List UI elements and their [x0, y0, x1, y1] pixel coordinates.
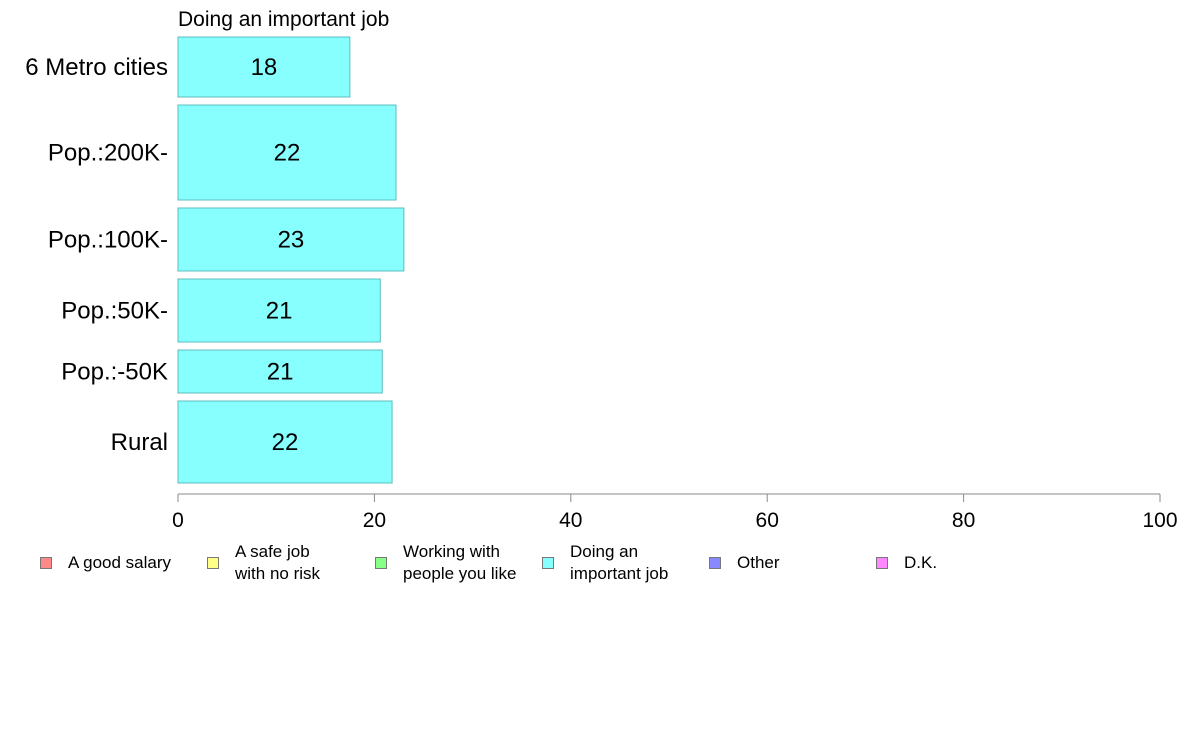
- x-tick-label: 40: [559, 509, 582, 532]
- bar-4: [177, 349, 383, 394]
- legend-swatch: [542, 557, 554, 569]
- x-tick-label: 60: [756, 509, 779, 532]
- category-label: Rural: [111, 429, 168, 456]
- category-label: Pop.:50K-: [61, 298, 168, 325]
- bar-value-label: 21: [266, 298, 293, 325]
- legend-label: A safe job with no risk: [235, 542, 321, 583]
- x-tick-label: 80: [952, 509, 975, 532]
- category-label: 6 Metro cities: [25, 54, 168, 81]
- bar-2: [177, 207, 405, 272]
- legend-swatch: [876, 557, 888, 569]
- x-axis: 0 20 40 60 80 100: [172, 493, 1178, 532]
- bar-value-label: 21: [267, 359, 294, 386]
- legend-label: Doing an important job: [570, 542, 669, 583]
- bar-value-label: 18: [251, 54, 278, 81]
- bar-0: [177, 36, 351, 98]
- legend-swatch: [207, 557, 219, 569]
- x-tick-label: 100: [1142, 509, 1177, 532]
- bar-value-label: 22: [272, 429, 299, 456]
- legend-label: D.K.: [904, 553, 938, 572]
- legend-label: Working with people you like: [403, 542, 517, 583]
- legend-label: Other: [737, 553, 780, 572]
- legend-item: A safe job with no risk: [207, 540, 320, 586]
- chart-title: Doing an important job: [178, 8, 389, 31]
- legend-swatch: [40, 557, 52, 569]
- legend-swatch: [375, 557, 387, 569]
- category-label: Pop.:-50K: [61, 359, 168, 386]
- bar-value-label: 23: [278, 227, 305, 254]
- legend-item: Doing an important job: [542, 540, 668, 586]
- bar-5: [177, 400, 393, 484]
- bar-chart: Doing an important job 18 6 Metro cities 2…: [25, 8, 1178, 532]
- legend-item: Other: [709, 540, 780, 586]
- legend-swatch: [709, 557, 721, 569]
- legend-item: Working with people you like: [375, 540, 516, 586]
- legend-item: D.K.: [876, 540, 937, 586]
- legend-item: A good salary: [40, 540, 171, 586]
- x-tick-label: 20: [363, 509, 386, 532]
- legend: A good salary A safe job with no risk Work…: [0, 540, 1188, 600]
- bar-1: [177, 104, 397, 201]
- category-label: Pop.:100K-: [48, 227, 168, 254]
- x-tick-label: 0: [172, 509, 184, 532]
- category-label: Pop.:200K-: [48, 140, 168, 167]
- bars-layer: 18 6 Metro cities 22 Pop.:200K- 23 Pop.:100K-…: [25, 36, 405, 484]
- bar-value-label: 22: [274, 140, 301, 167]
- legend-label: A good salary: [68, 553, 172, 572]
- bar-3: [177, 278, 381, 343]
